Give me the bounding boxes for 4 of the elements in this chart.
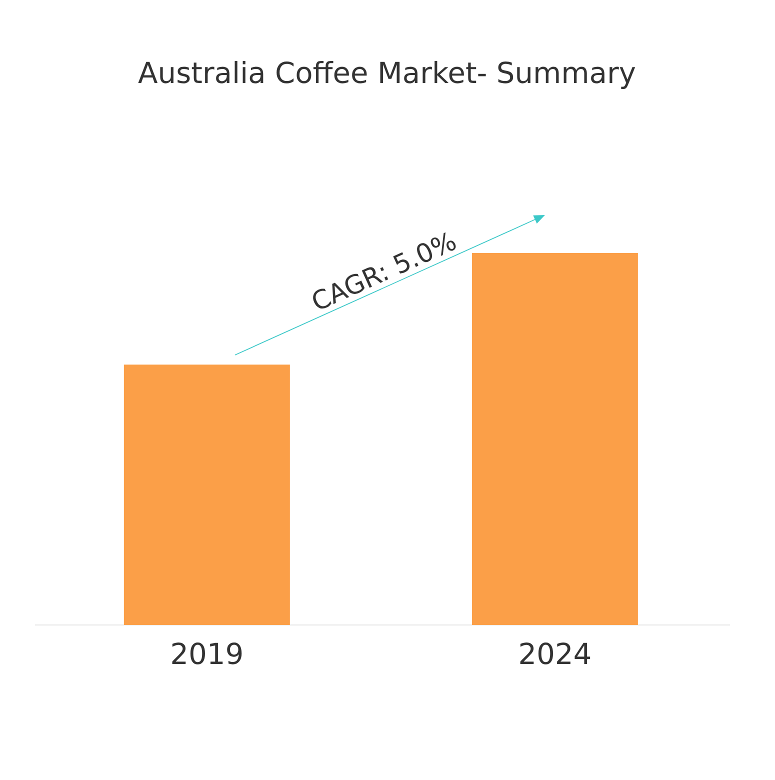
- annotation: CAGR: 5.0%: [313, 232, 456, 309]
- chart-title: Australia Coffee Market- Summary: [138, 61, 636, 89]
- x-tick-label: 2019: [172, 642, 242, 664]
- x-tick-label: 2024: [520, 642, 590, 664]
